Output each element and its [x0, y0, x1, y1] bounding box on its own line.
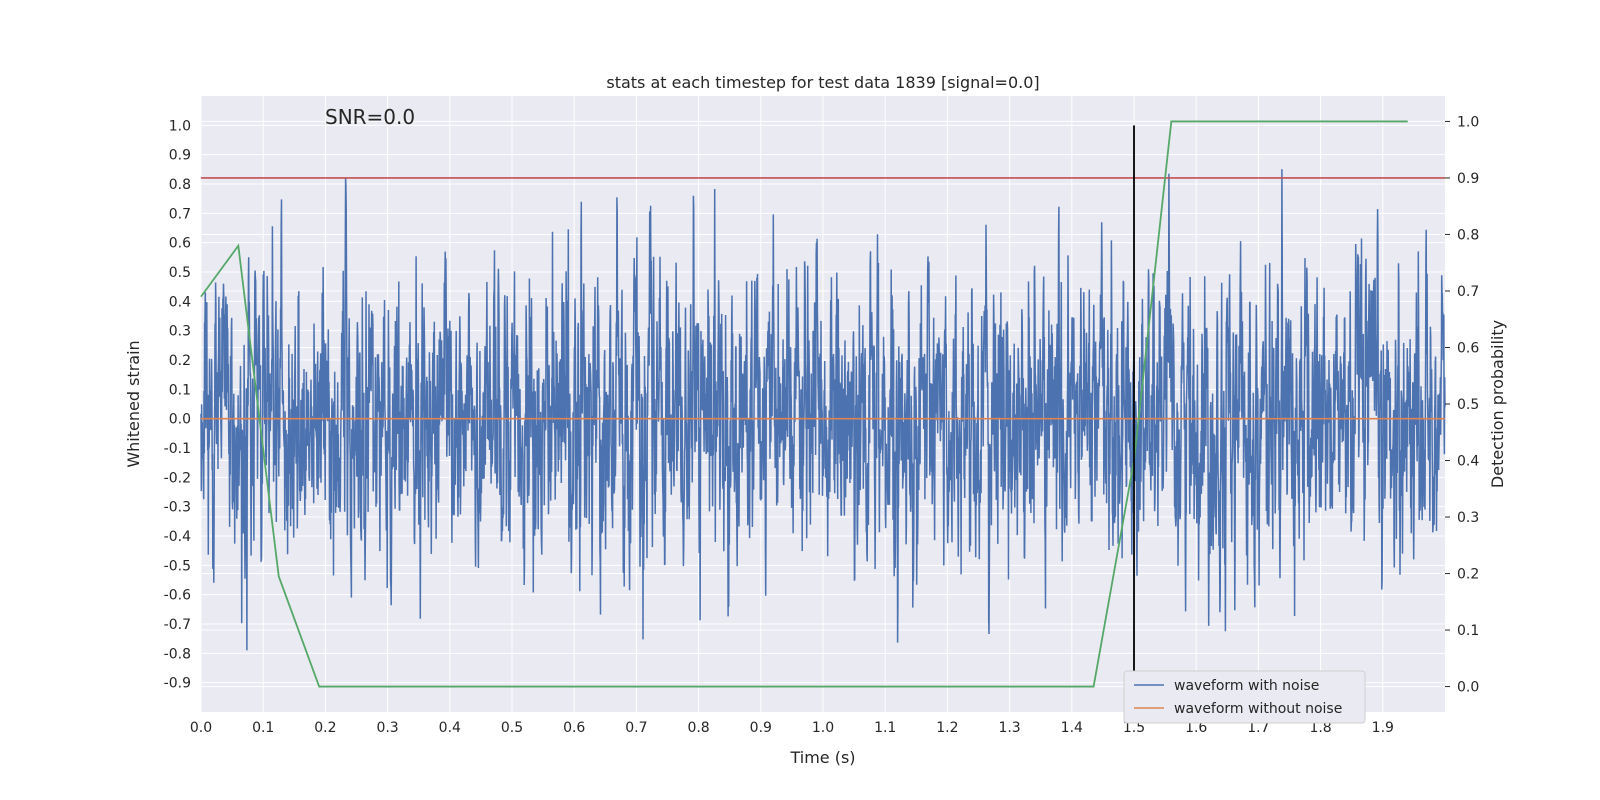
series-waveform-with-noise	[200, 169, 1446, 651]
legend: waveform with noise waveform without noi…	[1123, 670, 1366, 724]
x-tick-label: 1.5	[1123, 720, 1145, 736]
x-tick-label: 1.4	[1061, 720, 1083, 736]
x-tick-label: 0.3	[376, 720, 398, 736]
x-tick-label: 0.1	[252, 720, 274, 736]
x-tick-label: 0.9	[750, 720, 772, 736]
x-tick-label: 1.8	[1309, 720, 1331, 736]
x-tick-label: 0.5	[501, 720, 523, 736]
y-left-tick-label: -0.4	[164, 529, 191, 545]
x-tick-label: 1.6	[1185, 720, 1207, 736]
y-left-tick-label: 0.2	[169, 353, 191, 369]
y-axis-left: 1.0 0.9 0.8 0.7 0.6 0.5 0.4 0.3 0.2 0.1 0.0 -0.1 -0.…	[164, 118, 191, 691]
snr-annotation: SNR=0.0	[325, 105, 415, 129]
y-left-tick-label: -0.3	[164, 500, 191, 516]
y-left-tick-label: 0.3	[169, 324, 191, 340]
y-left-tick-label: 0.9	[169, 148, 191, 164]
y-left-tick-label: -0.9	[164, 676, 191, 692]
x-tick-label: 1.2	[936, 720, 958, 736]
y-left-tick-label: 0.6	[169, 236, 191, 252]
x-tick-label: 0.6	[563, 720, 585, 736]
chart-title: stats at each timestep for test data 183…	[606, 73, 1039, 92]
x-tick-label: 1.0	[812, 720, 834, 736]
y-left-tick-label: -0.5	[164, 558, 191, 574]
legend-label-noise: waveform with noise	[1174, 678, 1319, 694]
y-left-tick-label: 0.7	[169, 206, 191, 222]
y-right-tick-label: 0.5	[1457, 397, 1479, 413]
x-axis-label: Time (s)	[789, 748, 855, 767]
y-left-tick-label: -0.6	[164, 588, 191, 604]
y-right-tick-label: 0.8	[1457, 227, 1479, 243]
x-tick-label: 0.4	[439, 720, 461, 736]
x-tick-label: 1.3	[998, 720, 1020, 736]
x-tick-label: 1.1	[874, 720, 896, 736]
y-right-tick-label: 0.4	[1457, 454, 1479, 470]
y-axis-left-label: Whitened strain	[124, 340, 143, 467]
y-right-tick-label: 0.6	[1457, 340, 1479, 356]
x-tick-label: 1.7	[1247, 720, 1269, 736]
y-axis-right-label: Detection probability	[1488, 320, 1507, 488]
y-left-tick-label: 1.0	[169, 118, 191, 134]
y-right-tick-label: 0.3	[1457, 510, 1479, 526]
y-right-tick-label: 0.9	[1457, 171, 1479, 187]
legend-label-clean: waveform without noise	[1174, 701, 1342, 717]
y-left-tick-label: 0.4	[169, 294, 191, 310]
y-left-tick-label: -0.7	[164, 617, 191, 633]
series-layer	[200, 120, 1446, 688]
y-left-tick-label: -0.1	[164, 441, 191, 457]
series-detection-probability	[200, 120, 1408, 688]
y-left-tick-label: -0.2	[164, 470, 191, 486]
legend-box	[1123, 670, 1366, 724]
x-tick-label: 0.0	[190, 720, 212, 736]
y-left-tick-label: -0.8	[164, 646, 191, 662]
x-tick-label: 0.8	[687, 720, 709, 736]
y-right-tick-label: 0.1	[1457, 623, 1479, 639]
y-right-tick-label: 0.0	[1457, 680, 1479, 696]
x-tick-label: 1.9	[1372, 720, 1394, 736]
y-right-tick-label: 0.7	[1457, 284, 1479, 300]
y-left-tick-label: 0.1	[169, 382, 191, 398]
y-axis-right: 1.0 0.9 0.8 0.7 0.6 0.5 0.4 0.3 0.2 0.1 0.0	[1445, 114, 1479, 696]
x-axis: 0.0 0.1 0.2 0.3 0.4 0.5 0.6 0.7 0.8 0.9 1.0 1.1 1.2 1…	[190, 720, 1394, 736]
y-left-tick-label: 0.0	[169, 412, 191, 428]
x-tick-label: 0.2	[314, 720, 336, 736]
y-left-tick-label: 0.5	[169, 265, 191, 281]
y-left-tick-label: 0.8	[169, 177, 191, 193]
y-right-tick-label: 1.0	[1457, 114, 1479, 130]
y-right-tick-label: 0.2	[1457, 567, 1479, 583]
x-tick-label: 0.7	[625, 720, 647, 736]
